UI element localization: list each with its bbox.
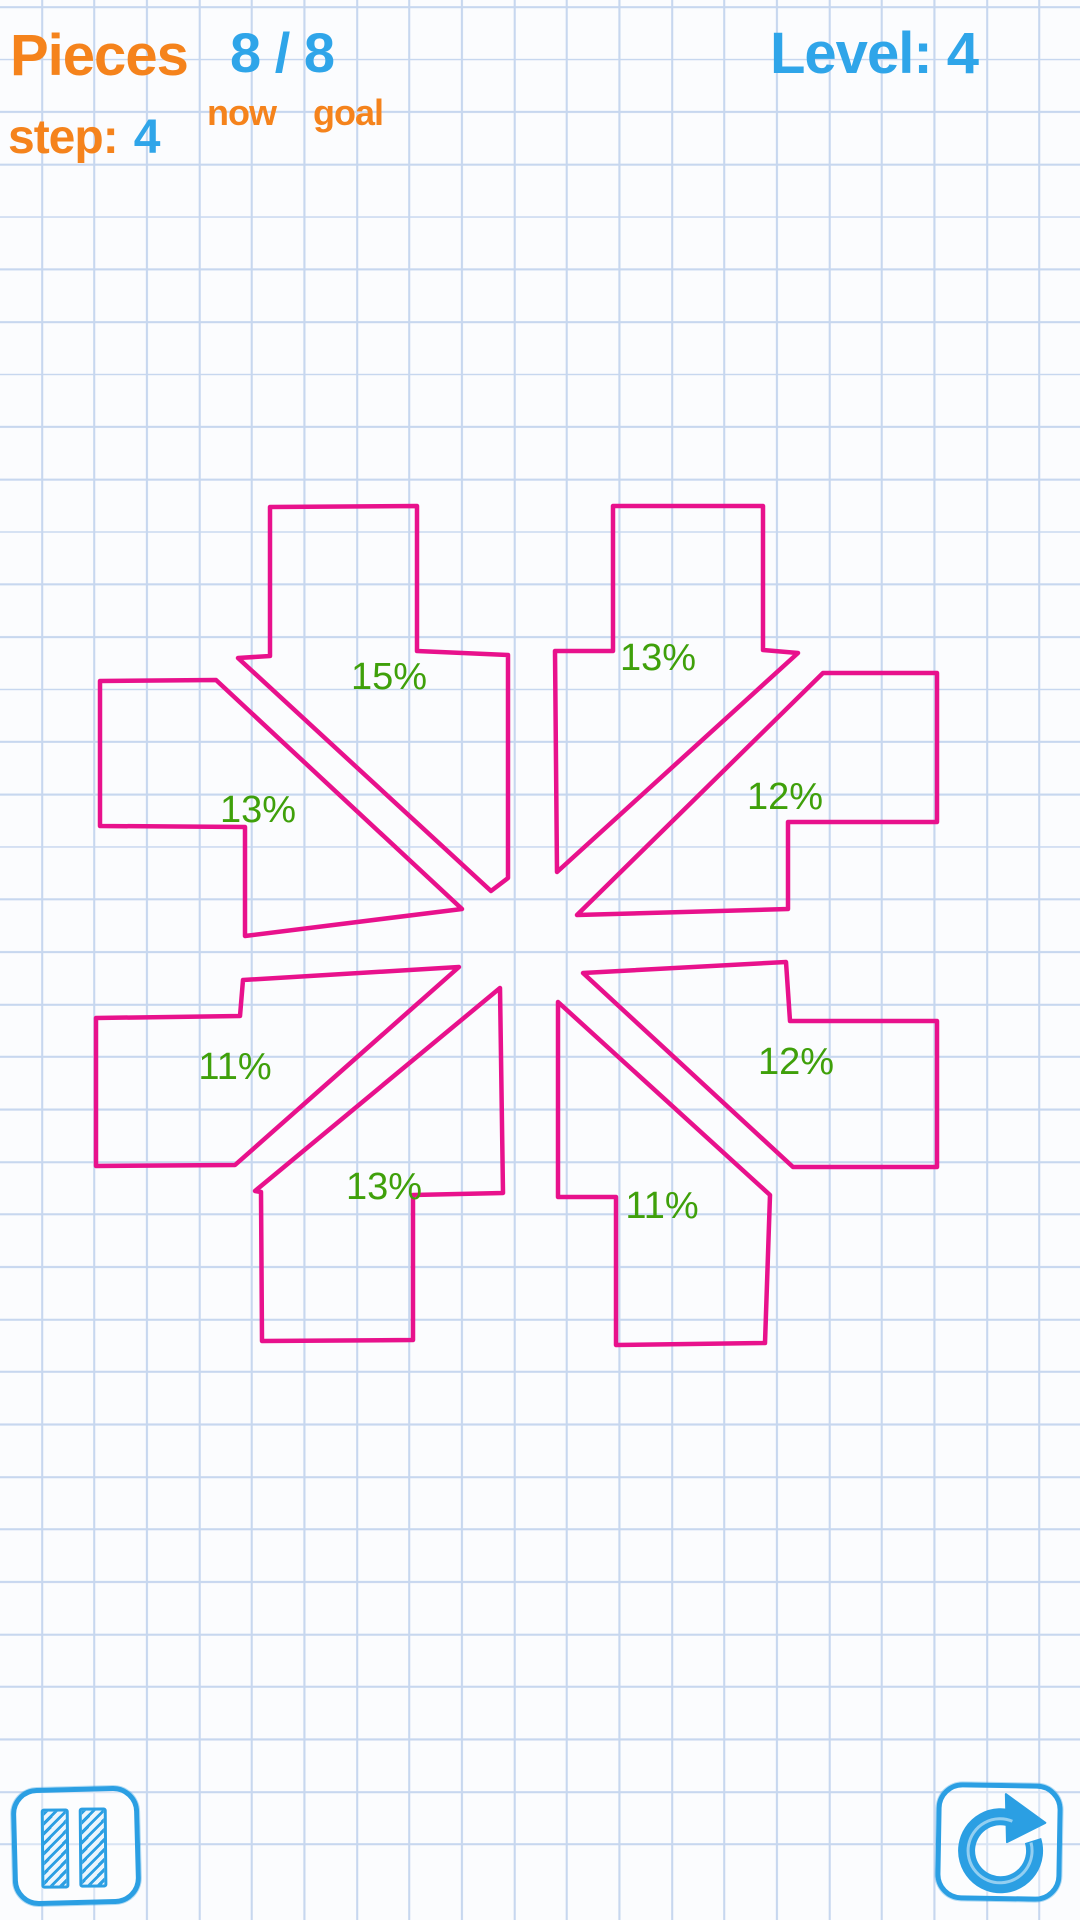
level-label: Level: <box>770 21 933 86</box>
piece-top-right[interactable] <box>552 503 801 875</box>
piece-right-lower-percent-label: 12% <box>758 1041 834 1083</box>
piece-bottom-right[interactable] <box>555 999 773 1348</box>
piece-left-lower-percent-label: 11% <box>198 1046 271 1088</box>
piece-left-lower[interactable] <box>93 964 462 1169</box>
restart-icon <box>958 1793 1047 1894</box>
step-value: 4 <box>133 111 161 164</box>
restart-button[interactable] <box>934 1781 1064 1903</box>
pause-bar <box>78 1807 108 1888</box>
piece-top-left-percent-label: 15% <box>351 656 427 698</box>
step-counter: step: 4 <box>8 110 161 165</box>
piece-top-right-percent-label: 13% <box>620 637 696 679</box>
level-indicator: Level: 4 <box>770 20 979 87</box>
level-value: 4 <box>946 21 979 86</box>
pause-bar <box>40 1808 70 1889</box>
piece-right-upper-percent-label: 12% <box>747 776 823 818</box>
piece-bottom-right-percent-label: 11% <box>625 1185 698 1227</box>
now-caption: now <box>207 92 277 133</box>
pause-button[interactable] <box>10 1785 142 1907</box>
pieces-label: Pieces <box>10 23 189 88</box>
pieces-now-value: 8 <box>230 21 261 84</box>
pause-icon <box>16 1790 134 1889</box>
piece-bottom-left[interactable] <box>252 985 506 1344</box>
piece-bottom-left-percent-label: 13% <box>346 1166 422 1208</box>
step-label: step: <box>8 111 119 164</box>
piece-right-lower[interactable] <box>580 959 940 1170</box>
piece-left-upper[interactable] <box>97 677 465 939</box>
pieces-fraction: 8 / 8 <box>230 20 335 85</box>
piece-right-upper[interactable] <box>574 670 940 918</box>
pieces-goal-value: 8 <box>303 21 335 84</box>
goal-caption: goal <box>313 92 384 133</box>
piece-left-upper-percent-label: 13% <box>220 789 296 831</box>
piece-top-left[interactable] <box>235 503 511 894</box>
fraction-slash: / <box>274 21 291 84</box>
